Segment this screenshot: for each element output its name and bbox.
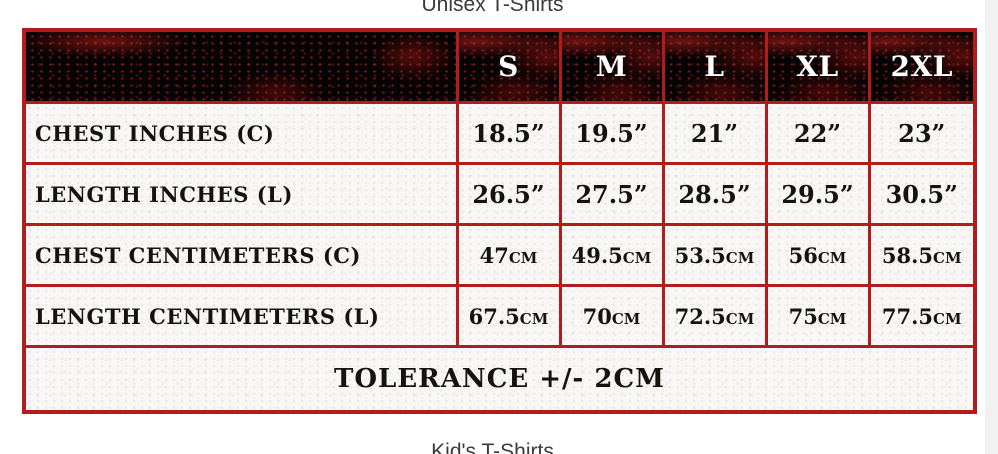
size-chart-table: S M L XL 2XL CHEST INCHES (C) 18.5” 19.5… bbox=[22, 28, 977, 414]
cell-value: 67.5cm bbox=[455, 284, 562, 348]
cell-value: 72.5cm bbox=[661, 284, 768, 348]
table-row-chest-cm: CHEST CENTIMETERS (C) 47cm 49.5cm 53.5cm… bbox=[22, 223, 977, 287]
size-col-2xl: 2XL bbox=[867, 28, 977, 104]
size-col-xl: XL bbox=[764, 28, 871, 104]
cell-value: 30.5” bbox=[867, 162, 977, 226]
header-spacer-cell bbox=[22, 28, 459, 104]
cell-value: 75cm bbox=[764, 284, 871, 348]
cell-value: 26.5” bbox=[455, 162, 562, 226]
cell-value: 21” bbox=[661, 101, 768, 165]
cell-value: 23” bbox=[867, 101, 977, 165]
size-col-m: M bbox=[558, 28, 665, 104]
table-row-length-cm: LENGTH CENTIMETERS (L) 67.5cm 70cm 72.5c… bbox=[22, 284, 977, 348]
tolerance-row: TOLERANCE +/- 2CM bbox=[22, 345, 977, 414]
row-label: LENGTH CENTIMETERS (L) bbox=[22, 284, 459, 348]
cell-value: 27.5” bbox=[558, 162, 665, 226]
row-label: CHEST CENTIMETERS (C) bbox=[22, 223, 459, 287]
scrollbar-track[interactable] bbox=[985, 0, 998, 454]
section-title-unisex: Unisex T-Shirts bbox=[421, 0, 564, 16]
table-row-chest-inches: CHEST INCHES (C) 18.5” 19.5” 21” 22” 23” bbox=[22, 101, 977, 165]
size-col-l: L bbox=[661, 28, 768, 104]
cell-value: 70cm bbox=[558, 284, 665, 348]
cell-value: 19.5” bbox=[558, 101, 665, 165]
cell-value: 56cm bbox=[764, 223, 871, 287]
size-header-row: S M L XL 2XL bbox=[22, 28, 977, 104]
cell-value: 22” bbox=[764, 101, 871, 165]
cell-value: 58.5cm bbox=[867, 223, 977, 287]
cell-value: 18.5” bbox=[455, 101, 562, 165]
section-title-kids: Kid's T-Shirts bbox=[431, 440, 554, 454]
table-row-length-inches: LENGTH INCHES (L) 26.5” 27.5” 28.5” 29.5… bbox=[22, 162, 977, 226]
cell-value: 49.5cm bbox=[558, 223, 665, 287]
cell-value: 53.5cm bbox=[661, 223, 768, 287]
cell-value: 29.5” bbox=[764, 162, 871, 226]
cell-value: 77.5cm bbox=[867, 284, 977, 348]
size-col-s: S bbox=[455, 28, 562, 104]
tolerance-note: TOLERANCE +/- 2CM bbox=[22, 345, 977, 414]
cell-value: 28.5” bbox=[661, 162, 768, 226]
cell-value: 47cm bbox=[455, 223, 562, 287]
row-label: LENGTH INCHES (L) bbox=[22, 162, 459, 226]
row-label: CHEST INCHES (C) bbox=[22, 101, 459, 165]
